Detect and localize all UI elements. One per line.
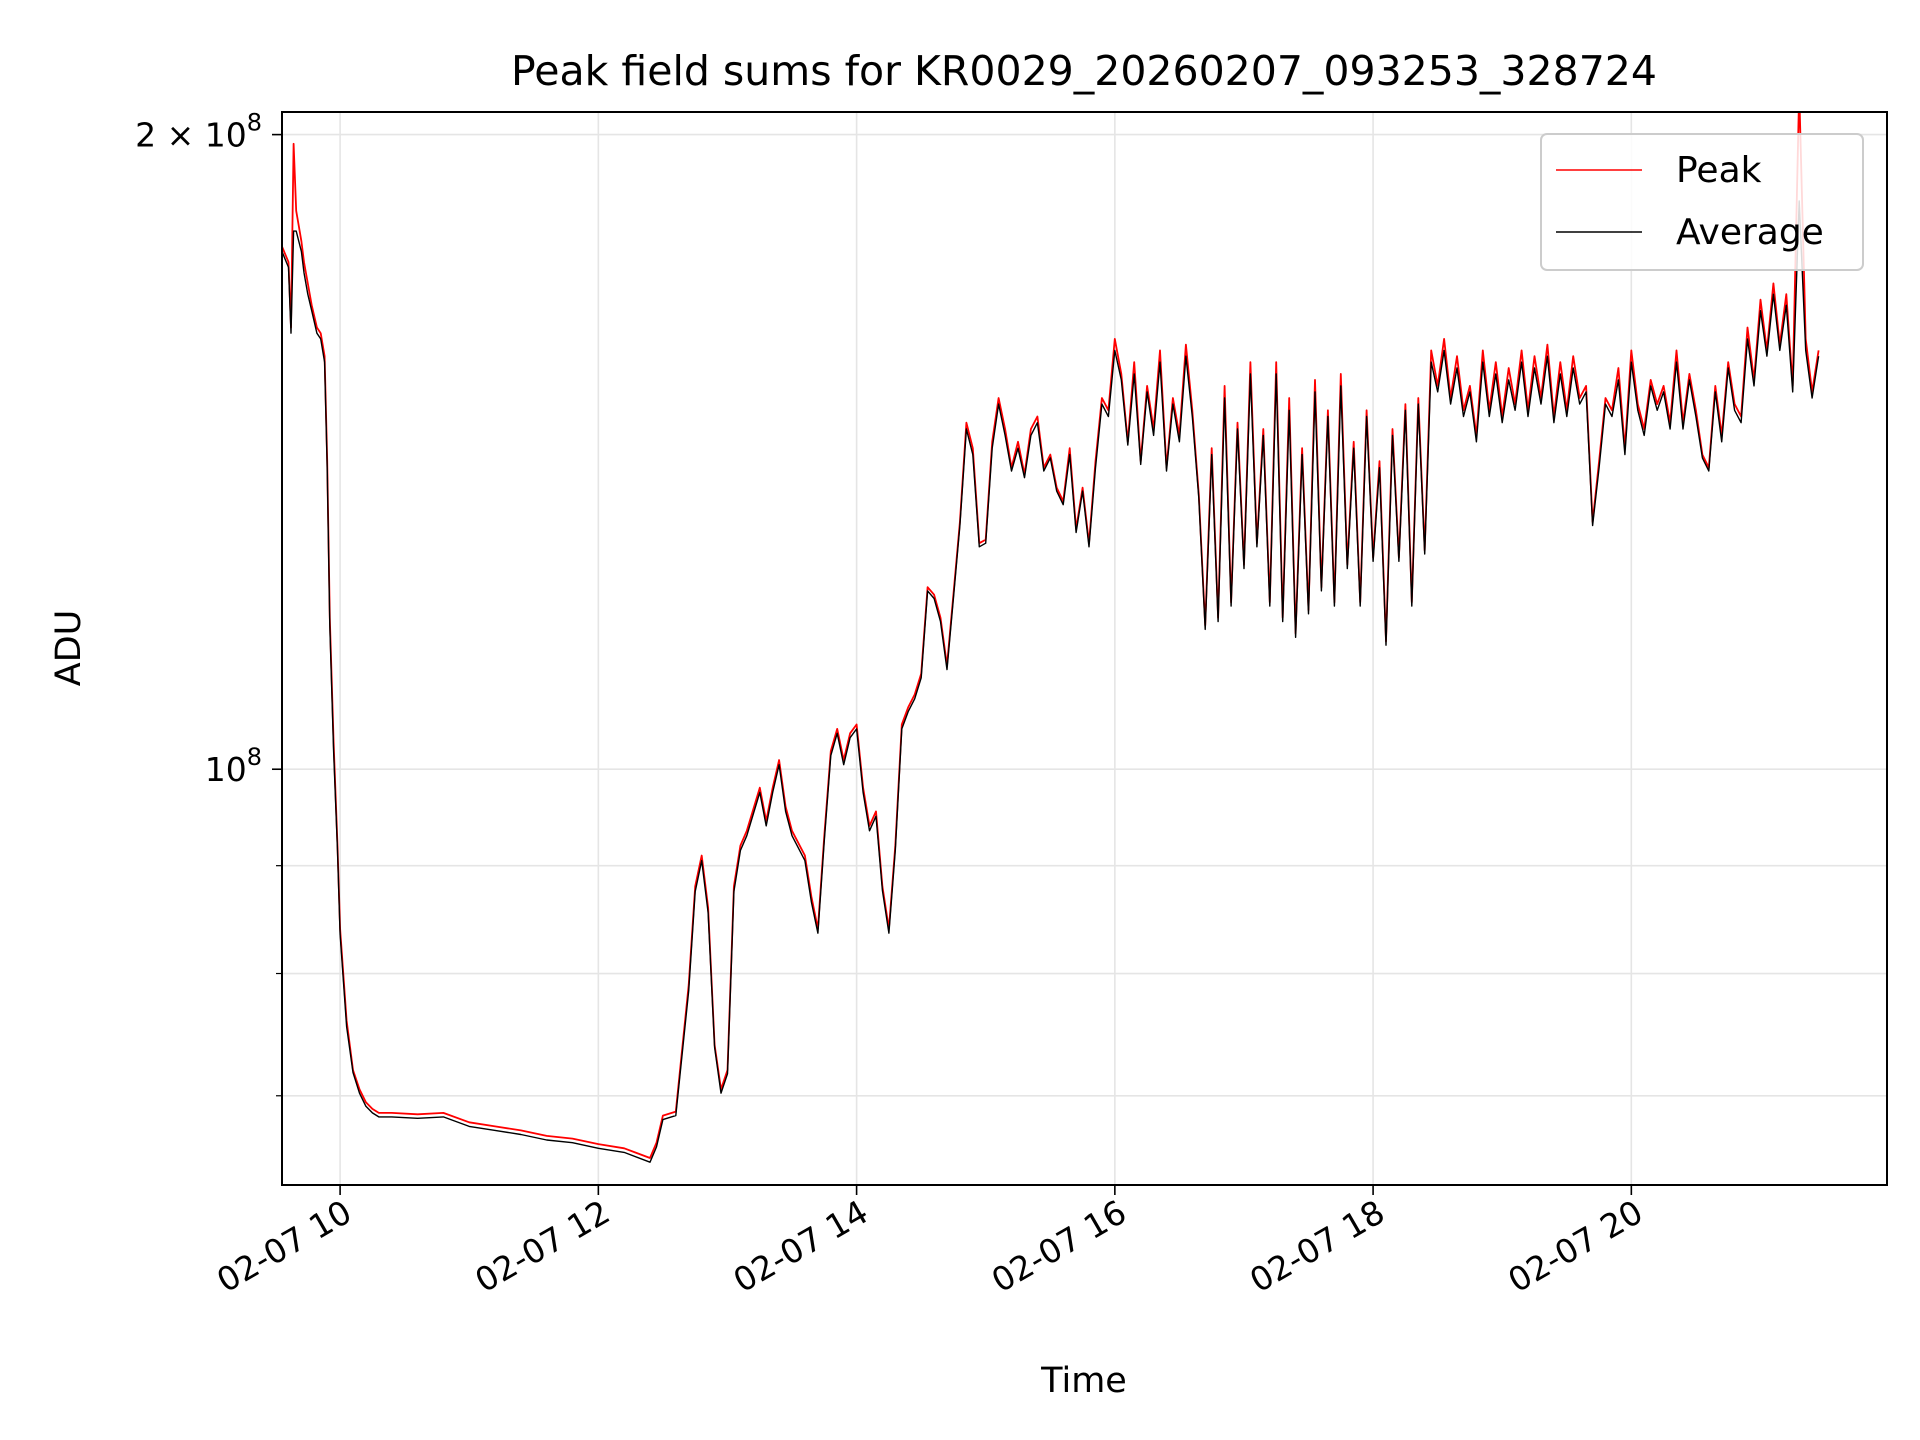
legend: Peak Average [1540, 133, 1864, 271]
legend-peak-label: Peak [1676, 150, 1762, 191]
y-tick-label: 2 × 108 [135, 109, 262, 155]
series-line-average [282, 200, 1820, 1163]
grid-lines [282, 112, 1887, 1185]
chart-title: Peak field sums for KR0029_20260207_0932… [511, 47, 1657, 95]
plot-frame [281, 111, 1888, 1186]
x-axis-label: Time [1040, 1361, 1127, 1401]
y-axis-label: ADU [49, 610, 89, 687]
legend-box [1540, 133, 1864, 271]
y-tick-label: 108 [205, 743, 262, 789]
legend-average-label: Average [1676, 212, 1824, 253]
series-layer [282, 112, 1820, 1163]
